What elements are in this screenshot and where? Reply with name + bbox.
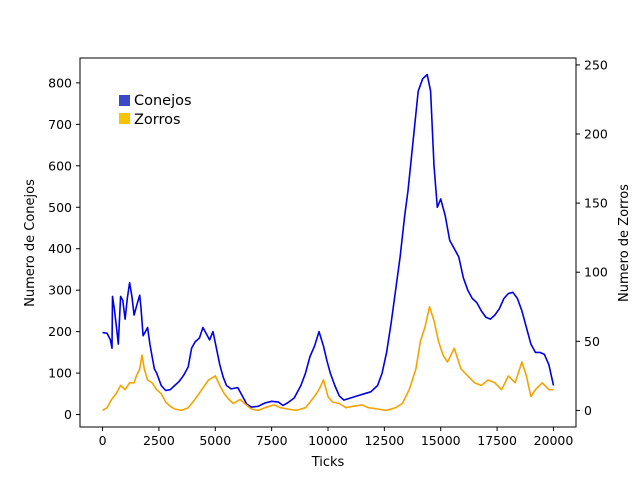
right-y-axis-ticks: 0 50 100 150 200 250 <box>576 57 608 418</box>
left-y-axis-ticks: 0 100 200 300 400 500 600 700 800 <box>48 75 80 422</box>
left-y-tick-label: 0 <box>64 407 72 422</box>
legend-label-zorros: Zorros <box>134 112 181 128</box>
x-tick-label: 0 <box>99 433 107 448</box>
right-y-tick-label: 150 <box>584 196 608 211</box>
x-tick-label: 17500 <box>477 433 517 448</box>
left-y-axis-title: Numero de Conejos <box>23 179 38 307</box>
right-y-tick-label: 200 <box>584 127 608 142</box>
x-tick-label: 2500 <box>143 433 175 448</box>
left-y-tick-label: 400 <box>48 241 72 256</box>
left-y-tick-label: 800 <box>48 75 72 90</box>
legend-label-conejos: Conejos <box>134 93 192 109</box>
x-axis-title: Ticks <box>311 455 345 470</box>
right-y-axis-title: Numero de Zorros <box>617 184 632 302</box>
x-tick-label: 7500 <box>256 433 288 448</box>
x-tick-label: 12500 <box>364 433 404 448</box>
left-y-tick-label: 100 <box>48 366 72 381</box>
series-line-zorros <box>102 305 554 412</box>
x-tick-label: 10000 <box>308 433 348 448</box>
left-y-tick-label: 600 <box>48 158 72 173</box>
right-y-tick-label: 100 <box>584 265 608 280</box>
right-y-tick-label: 250 <box>584 57 608 72</box>
right-y-tick-label: 50 <box>584 334 600 349</box>
legend: Conejos Zorros <box>119 93 192 128</box>
right-y-tick-label: 0 <box>584 403 592 418</box>
legend-swatch-zorros <box>119 113 130 124</box>
x-tick-label: 5000 <box>199 433 231 448</box>
x-tick-label: 20000 <box>534 433 574 448</box>
x-axis-ticks: 0 2500 5000 7500 10000 12500 15000 17500 20000 <box>99 427 574 448</box>
series-layer <box>102 73 555 412</box>
left-y-tick-label: 300 <box>48 283 72 298</box>
legend-swatch-conejos <box>119 95 130 106</box>
series-line-conejos <box>102 73 555 408</box>
left-y-tick-label: 500 <box>48 200 72 215</box>
left-y-tick-label: 700 <box>48 117 72 132</box>
left-y-tick-label: 200 <box>48 324 72 339</box>
x-tick-label: 15000 <box>421 433 461 448</box>
